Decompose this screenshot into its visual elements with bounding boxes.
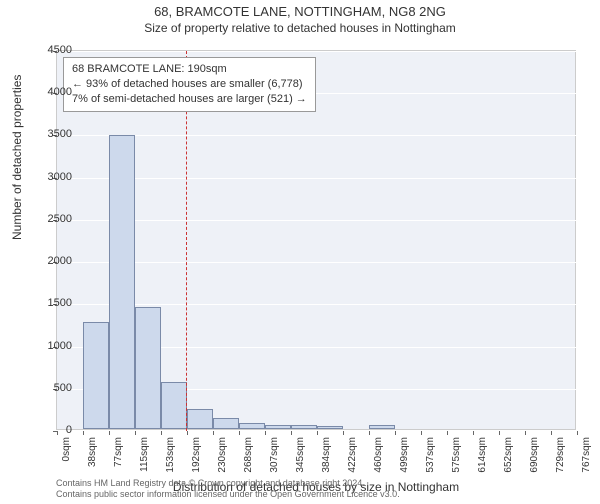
x-tick — [551, 431, 552, 435]
x-tick — [239, 431, 240, 435]
y-tick-label: 1000 — [32, 340, 72, 352]
y-tick-label: 500 — [32, 382, 72, 394]
histogram-bar — [83, 322, 109, 429]
x-tick-label: 537sqm — [425, 437, 436, 477]
histogram-bar — [291, 425, 317, 429]
info-box-line: 68 BRAMCOTE LANE: 190sqm — [72, 62, 307, 77]
info-box-line: 7% of semi-detached houses are larger (5… — [72, 92, 307, 107]
footer-line1: Contains HM Land Registry data © Crown c… — [56, 478, 400, 489]
y-gridline — [57, 178, 577, 179]
x-tick-label: 268sqm — [243, 437, 254, 477]
x-tick — [395, 431, 396, 435]
x-tick — [213, 431, 214, 435]
x-tick-label: 115sqm — [139, 437, 150, 477]
footer-line2: Contains public sector information licen… — [56, 489, 400, 500]
x-tick — [421, 431, 422, 435]
x-tick — [343, 431, 344, 435]
x-tick-label: 422sqm — [347, 437, 358, 477]
x-tick-label: 767sqm — [581, 437, 592, 477]
chart-subtitle: Size of property relative to detached ho… — [0, 21, 600, 35]
x-tick-label: 652sqm — [503, 437, 514, 477]
x-tick — [447, 431, 448, 435]
x-tick-label: 0sqm — [61, 437, 72, 477]
y-tick-label: 4500 — [32, 44, 72, 56]
x-tick-label: 499sqm — [399, 437, 410, 477]
info-box: 68 BRAMCOTE LANE: 190sqm← 93% of detache… — [63, 57, 316, 112]
x-tick-label: 77sqm — [113, 437, 124, 477]
histogram-bar — [369, 425, 395, 429]
y-tick-label: 2500 — [32, 213, 72, 225]
x-tick — [473, 431, 474, 435]
histogram-bar — [135, 307, 161, 429]
x-tick — [83, 431, 84, 435]
x-tick-label: 192sqm — [191, 437, 202, 477]
x-tick — [187, 431, 188, 435]
y-gridline — [57, 262, 577, 263]
histogram-bar — [317, 426, 343, 429]
x-tick-label: 384sqm — [321, 437, 332, 477]
y-tick-label: 1500 — [32, 297, 72, 309]
y-axis-label: Number of detached properties — [10, 75, 24, 240]
x-tick — [109, 431, 110, 435]
x-tick-label: 460sqm — [373, 437, 384, 477]
x-tick — [161, 431, 162, 435]
x-tick-label: 729sqm — [555, 437, 566, 477]
histogram-bar — [239, 423, 265, 429]
y-gridline — [57, 51, 577, 52]
x-tick-label: 345sqm — [295, 437, 306, 477]
x-tick — [369, 431, 370, 435]
x-tick — [135, 431, 136, 435]
y-tick-label: 2000 — [32, 255, 72, 267]
x-tick-label: 230sqm — [217, 437, 228, 477]
histogram-bar — [187, 409, 213, 429]
chart-area: 68 BRAMCOTE LANE: 190sqm← 93% of detache… — [56, 50, 576, 430]
y-tick-label: 0 — [32, 424, 72, 436]
histogram-bar — [161, 382, 187, 429]
y-gridline — [57, 220, 577, 221]
info-box-line: ← 93% of detached houses are smaller (6,… — [72, 77, 307, 92]
x-tick-label: 690sqm — [529, 437, 540, 477]
x-tick — [265, 431, 266, 435]
y-tick-label: 3500 — [32, 128, 72, 140]
histogram-bar — [109, 135, 135, 429]
x-tick — [499, 431, 500, 435]
footer-attribution: Contains HM Land Registry data © Crown c… — [56, 478, 400, 501]
x-tick — [577, 431, 578, 435]
y-tick-label: 3000 — [32, 171, 72, 183]
x-tick — [317, 431, 318, 435]
histogram-bar — [265, 425, 291, 429]
y-gridline — [57, 304, 577, 305]
chart-title: 68, BRAMCOTE LANE, NOTTINGHAM, NG8 2NG — [0, 4, 600, 19]
x-tick-label: 38sqm — [87, 437, 98, 477]
x-tick-label: 307sqm — [269, 437, 280, 477]
x-tick-label: 153sqm — [165, 437, 176, 477]
x-tick-label: 575sqm — [451, 437, 462, 477]
histogram-bar — [213, 418, 239, 429]
y-tick-label: 4000 — [32, 86, 72, 98]
y-gridline — [57, 135, 577, 136]
x-tick — [291, 431, 292, 435]
x-tick-label: 614sqm — [477, 437, 488, 477]
x-tick — [525, 431, 526, 435]
plot-area: 68 BRAMCOTE LANE: 190sqm← 93% of detache… — [56, 50, 576, 430]
